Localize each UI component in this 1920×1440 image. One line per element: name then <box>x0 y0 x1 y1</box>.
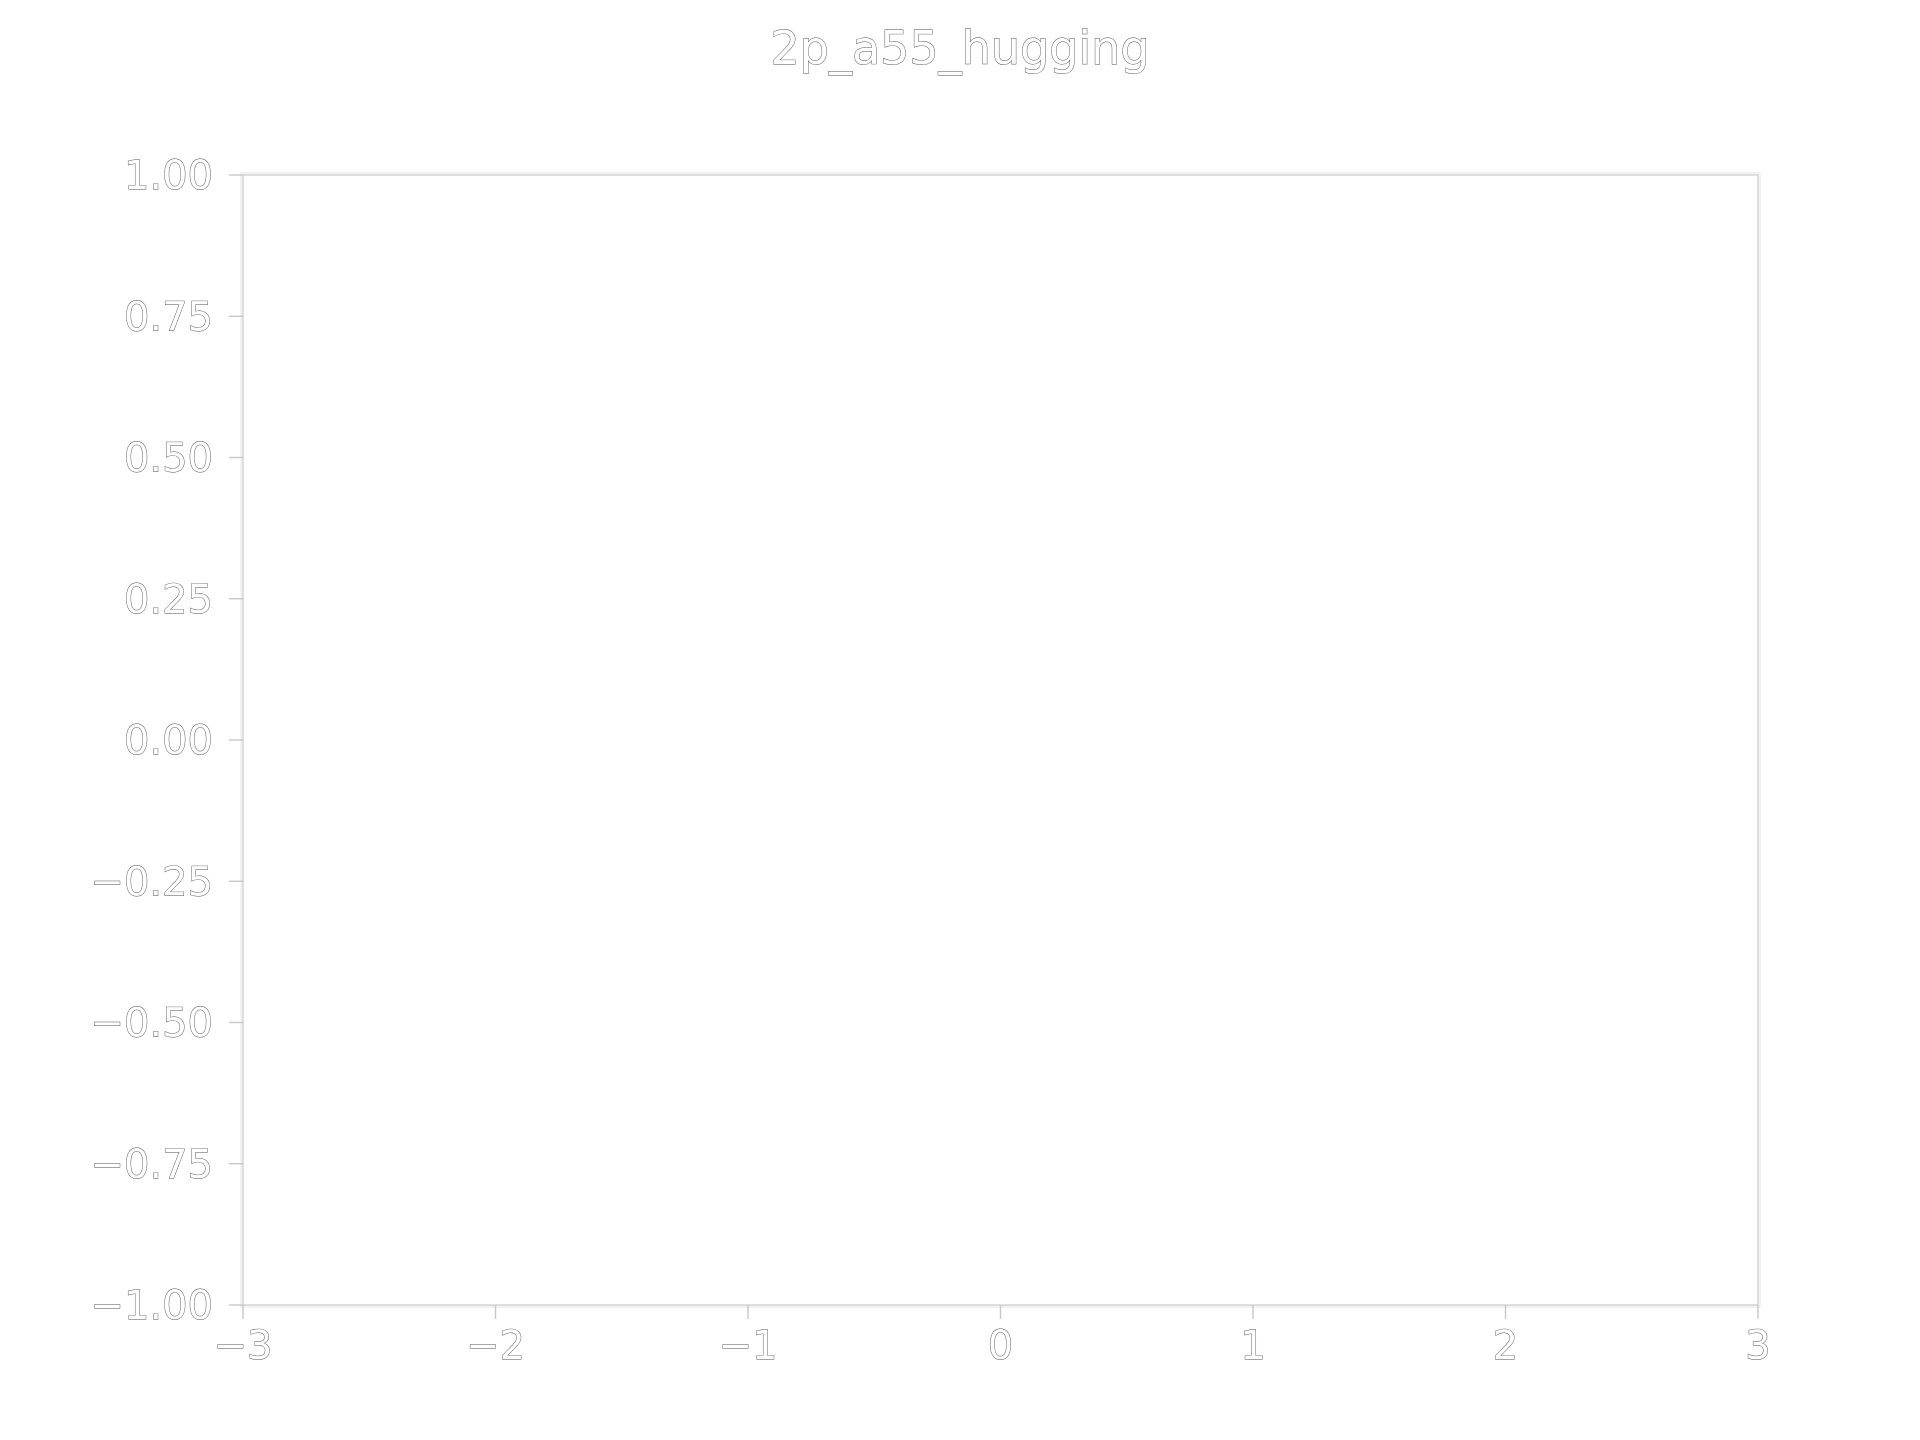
y-tick-label: 0.50 <box>124 436 213 482</box>
x-axis: −3 −2 −1 0 1 2 3 <box>213 1305 1771 1369</box>
y-tick-label: −0.75 <box>90 1142 213 1188</box>
y-tick-label: 0.00 <box>124 718 213 764</box>
y-tick-label: −1.00 <box>90 1283 213 1329</box>
plot-frame <box>240 172 1761 1308</box>
y-tick-label: 1.00 <box>124 153 213 199</box>
x-tick-label: 2 <box>1493 1323 1518 1369</box>
x-tick-label: 3 <box>1745 1323 1770 1369</box>
x-tick-label: −1 <box>719 1323 778 1369</box>
y-tick-label: −0.50 <box>90 1001 213 1047</box>
y-tick-label: 0.75 <box>124 294 213 340</box>
chart-title: 2p_a55_hugging <box>770 21 1149 75</box>
y-tick-label: 0.25 <box>124 577 213 623</box>
y-axis: 1.00 0.75 0.50 0.25 0.00 −0.25 −0.50 −0.75 −1.00 <box>90 153 243 1329</box>
x-tick-label: −2 <box>466 1323 525 1369</box>
plot-frame-outer <box>240 172 1761 1308</box>
x-tick-label: −3 <box>214 1323 273 1369</box>
x-tick-label: 1 <box>1240 1323 1265 1369</box>
x-tick-label: 0 <box>988 1323 1013 1369</box>
plot-frame-inner <box>242 174 1759 1306</box>
y-tick-label: −0.25 <box>90 859 213 905</box>
